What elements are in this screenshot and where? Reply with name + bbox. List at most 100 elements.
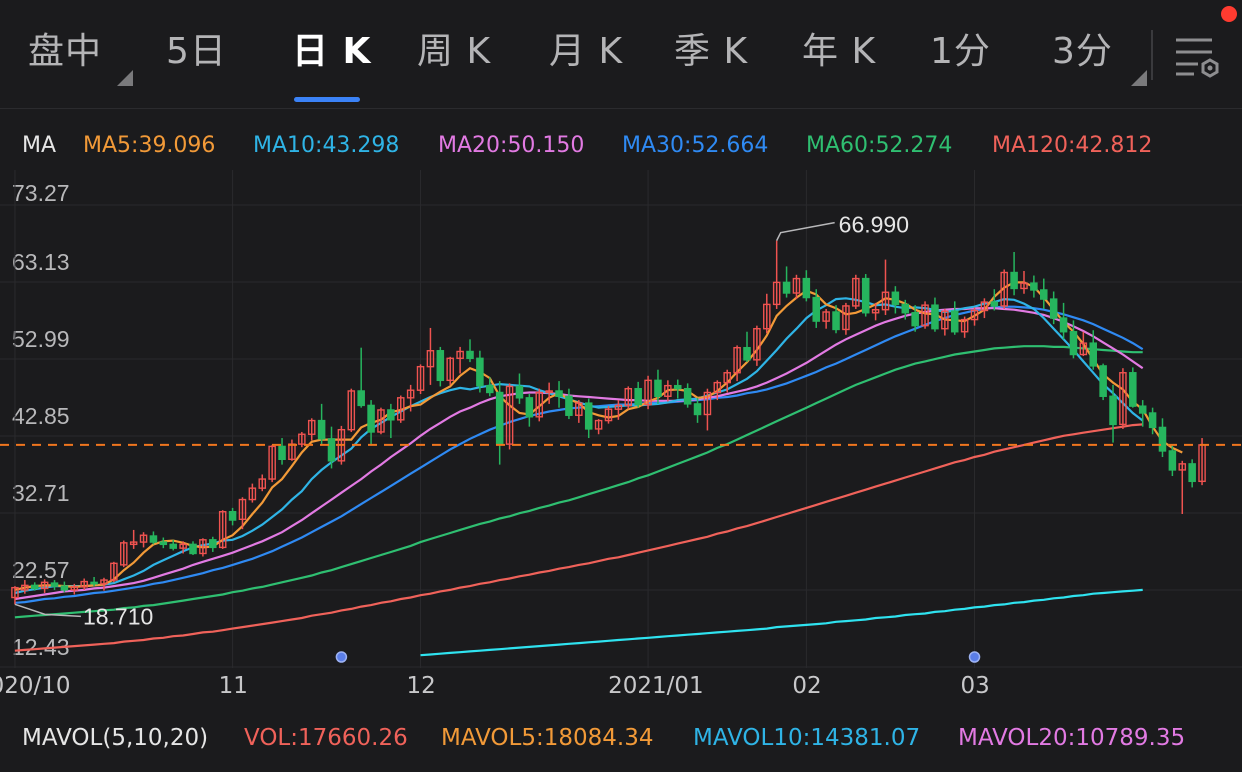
candle-body bbox=[466, 350, 474, 360]
candle-body bbox=[713, 381, 722, 394]
candle-body bbox=[931, 304, 939, 330]
candle-body bbox=[505, 385, 514, 445]
candle-body bbox=[852, 277, 860, 307]
candle-body bbox=[50, 582, 59, 587]
candle-body bbox=[307, 419, 316, 435]
candle-body bbox=[515, 385, 524, 399]
tab-quarterly-k[interactable]: 季 K bbox=[674, 31, 749, 72]
y-tick-label: 42.85 bbox=[12, 403, 70, 429]
tab-5day[interactable]: 5日 bbox=[166, 31, 227, 72]
high-price-label: 66.990 bbox=[839, 212, 909, 238]
candle-body bbox=[40, 581, 49, 590]
candle-body bbox=[1030, 282, 1038, 291]
dropdown-triangle-icon[interactable] bbox=[1131, 70, 1147, 86]
x-tick-label: 2020/10 bbox=[0, 673, 71, 699]
ma-legend-item: MA30:52.664 bbox=[622, 133, 769, 158]
candle-body bbox=[654, 379, 662, 397]
tab-1min[interactable]: 1分 bbox=[930, 31, 991, 72]
candle-body bbox=[129, 541, 138, 546]
chart-settings-icon[interactable] bbox=[1170, 30, 1222, 82]
tab-weekly-k[interactable]: 周 K bbox=[417, 31, 492, 72]
ma-legend-item: MA20:50.150 bbox=[438, 133, 585, 158]
candle-body bbox=[228, 511, 237, 521]
candle-body bbox=[921, 304, 929, 327]
candle-body bbox=[110, 562, 118, 581]
candle-body bbox=[317, 419, 326, 440]
candle-body bbox=[90, 581, 98, 585]
candle-body bbox=[159, 541, 168, 546]
candle-body bbox=[584, 402, 593, 430]
candle-body bbox=[693, 403, 702, 416]
tab-daily-k[interactable]: 日 K bbox=[292, 31, 372, 72]
y-tick-label: 63.13 bbox=[12, 249, 70, 275]
candle-body bbox=[614, 404, 623, 410]
candle-body bbox=[377, 409, 385, 433]
candle-body bbox=[644, 379, 652, 406]
tab-3min[interactable]: 3分 bbox=[1052, 31, 1113, 72]
candle-body bbox=[1020, 282, 1028, 290]
candle-body bbox=[683, 387, 692, 405]
dropdown-triangle-icon[interactable] bbox=[117, 70, 133, 86]
x-tick-label: 02 bbox=[792, 673, 822, 699]
candle-body bbox=[367, 404, 375, 433]
candle-body bbox=[258, 478, 267, 489]
y-tick-label: 32.71 bbox=[12, 480, 70, 506]
candle-body bbox=[396, 397, 405, 421]
notification-dot bbox=[1221, 6, 1237, 22]
candle-body bbox=[772, 281, 781, 306]
x-axis: 2020/10 11 12 2021/01 02 03 bbox=[0, 668, 1242, 704]
candle-body bbox=[1119, 372, 1127, 426]
candle-body bbox=[911, 312, 919, 327]
candle-body bbox=[1089, 342, 1098, 367]
candle-body bbox=[871, 309, 880, 314]
candle-body bbox=[970, 309, 979, 321]
candle-body bbox=[199, 539, 207, 555]
candle-body bbox=[1040, 289, 1048, 300]
candle-body bbox=[1148, 412, 1157, 429]
ma-line-ma120 bbox=[14, 423, 1143, 652]
candle-body bbox=[80, 580, 88, 588]
ma-legend: MA MA5:39.096 MA10:43.298 MA20:50.150 MA… bbox=[0, 128, 1242, 164]
candle-body bbox=[486, 384, 494, 394]
candle-body bbox=[1168, 450, 1177, 471]
tab-divider bbox=[1151, 30, 1153, 80]
candle-body bbox=[861, 277, 870, 314]
candle-body bbox=[753, 327, 761, 361]
tab-intraday[interactable]: 盘中 bbox=[28, 31, 103, 72]
candle-body bbox=[604, 408, 613, 422]
x-tick-label: 12 bbox=[406, 673, 436, 699]
ma-line-ma60 bbox=[14, 345, 1143, 619]
candle-body bbox=[1178, 463, 1187, 471]
mavol-legend: MAVOL(5,10,20) VOL:17660.26 MAVOL5:18084… bbox=[0, 718, 1242, 758]
low-price-label: 18.710 bbox=[83, 603, 153, 629]
candle-body bbox=[941, 310, 949, 330]
candle-body bbox=[387, 409, 395, 421]
candle-body bbox=[822, 311, 830, 322]
ma-legend-title: MA bbox=[22, 133, 57, 158]
tab-yearly-k[interactable]: 年 K bbox=[802, 31, 877, 72]
candle-body bbox=[298, 433, 306, 445]
candle-body bbox=[980, 301, 989, 312]
candle-body bbox=[901, 303, 910, 314]
x-tick-label: 2021/01 bbox=[608, 673, 704, 699]
candle-body bbox=[495, 391, 504, 445]
mavol-legend-item: VOL:17660.26 bbox=[244, 725, 408, 751]
candle-body bbox=[1079, 342, 1088, 356]
candlestick-chart[interactable]: 73.2763.1352.9942.8532.7122.5712.4366.99… bbox=[0, 170, 1242, 668]
candle-body bbox=[70, 586, 79, 591]
ma-legend-item: MA5:39.096 bbox=[83, 133, 216, 158]
candle-body bbox=[792, 277, 801, 294]
candle-body bbox=[881, 291, 890, 311]
x-tick-label: 03 bbox=[960, 673, 990, 699]
candle-body bbox=[565, 395, 573, 416]
candle-body bbox=[446, 357, 454, 382]
candle-body bbox=[664, 384, 672, 397]
candle-body bbox=[436, 350, 445, 382]
tab-monthly-k[interactable]: 月 K bbox=[549, 31, 624, 72]
candle-body bbox=[327, 438, 336, 462]
candle-body bbox=[1188, 463, 1196, 483]
candle-body bbox=[891, 291, 900, 306]
candle-body bbox=[594, 419, 603, 430]
event-marker-icon bbox=[968, 651, 981, 663]
candle-body bbox=[11, 586, 19, 599]
